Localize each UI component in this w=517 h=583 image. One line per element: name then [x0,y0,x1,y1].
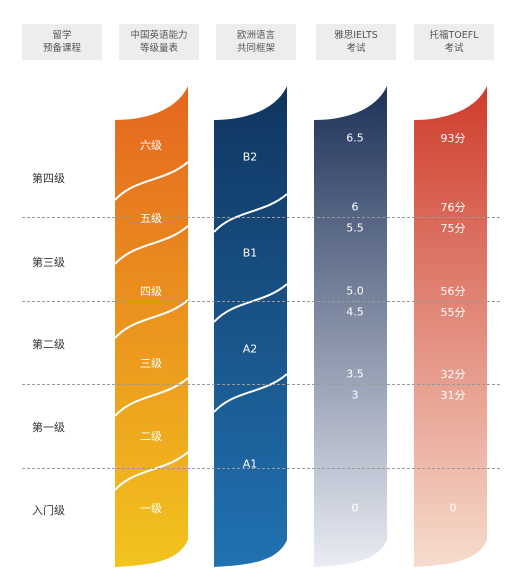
header-prep-course-line2: 预备课程 [42,43,81,54]
china-scale-ribbon [115,86,188,567]
toefl-score-55: 55分 [440,306,466,319]
china-scale-dividers [114,161,189,491]
header-toefl-line1: 托福TOEFL [429,30,479,41]
cefr-label-a1: A1 [242,457,258,471]
ielts-score-0: 0 [351,501,359,515]
header-toefl-line2: 考试 [444,43,464,54]
china-divider-1 [114,161,189,201]
toefl-score-76: 76分 [440,201,466,214]
china-divider-3 [114,299,189,339]
cefr-label-a2: A2 [242,342,258,356]
cefr-dividers [213,193,288,413]
ielts-score-6: 6 [351,200,359,214]
header-cefr: 欧洲语言 共同框架 [216,24,296,60]
header-china-scale: 中国英语能力 等级量表 [119,24,199,60]
cefr-divider-2 [213,283,288,323]
cefr-divider-1 [213,193,288,233]
header-ielts-line1: 雅思IELTS [334,30,378,41]
china-label-band5: 五级 [140,212,162,225]
level-four: 第四级 [32,172,65,185]
cefr-label-b2: B2 [242,150,258,164]
header-ielts: 雅思IELTS 考试 [316,24,396,60]
level-two: 第二级 [32,338,65,351]
row-divider-2 [22,301,500,302]
level-entry: 入门级 [32,504,65,517]
cefr-label-b1: B1 [242,246,258,260]
header-china-scale-line1: 中国英语能力 [130,30,188,41]
ielts-score-3: 3 [351,388,359,402]
header-prep-course: 留学 预备课程 [22,24,102,60]
header-china-scale-line2: 等级量表 [139,43,178,54]
header-ielts-line2: 考试 [346,43,366,54]
row-divider-1 [22,217,500,218]
cefr-divider-3 [213,373,288,413]
level-three: 第三级 [32,256,65,269]
ielts-score-4-5: 4.5 [346,305,364,319]
toefl-ribbon [414,86,487,567]
toefl-score-31: 31分 [440,389,466,402]
header-cefr-line2: 共同框架 [236,43,275,54]
china-divider-5 [114,451,189,491]
toefl-score-75: 75分 [440,222,466,235]
china-divider-4 [114,377,189,417]
china-divider-2 [114,225,189,265]
level-one: 第一级 [32,421,65,434]
china-label-band2: 二级 [140,430,162,443]
ielts-score-6-5: 6.5 [346,131,364,145]
ielts-ribbon [314,86,387,567]
toefl-score-0: 0 [449,501,457,515]
header-cefr-line1: 欧洲语言 [236,30,275,41]
ielts-score-5-5: 5.5 [346,221,364,235]
toefl-score-56: 56分 [440,285,466,298]
ielts-score-3-5: 3.5 [346,367,364,381]
ielts-score-5-0: 5.0 [346,284,364,298]
header-prep-course-line1: 留学 [52,30,72,41]
china-label-band6: 六级 [140,139,162,152]
china-label-band1: 一级 [140,502,162,515]
toefl-score-32: 32分 [440,368,466,381]
row-divider-3 [22,384,500,385]
header-toefl: 托福TOEFL 考试 [414,24,494,60]
toefl-score-93: 93分 [440,132,466,145]
china-label-band3: 三级 [140,357,162,370]
row-divider-4 [22,468,500,469]
china-label-band4: 四级 [140,285,162,298]
